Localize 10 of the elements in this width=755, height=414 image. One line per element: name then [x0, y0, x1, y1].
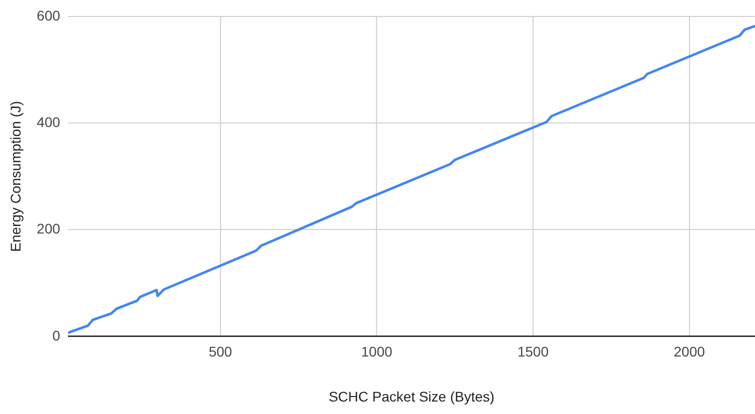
- y-axis-title: Energy Consumption (J): [7, 100, 24, 252]
- x-tick-label: 500: [208, 344, 232, 360]
- x-tick-label: 2000: [674, 344, 706, 360]
- x-tick-label: 1000: [361, 344, 392, 360]
- y-tick-label: 200: [36, 220, 60, 237]
- y-tick-label: 400: [36, 114, 60, 130]
- y-tick-label: 0: [52, 327, 60, 344]
- x-tick-label: 1500: [517, 344, 549, 360]
- x-axis-title: SCHC Packet Size (Bytes): [328, 388, 494, 404]
- y-tick-label: 600: [36, 7, 60, 24]
